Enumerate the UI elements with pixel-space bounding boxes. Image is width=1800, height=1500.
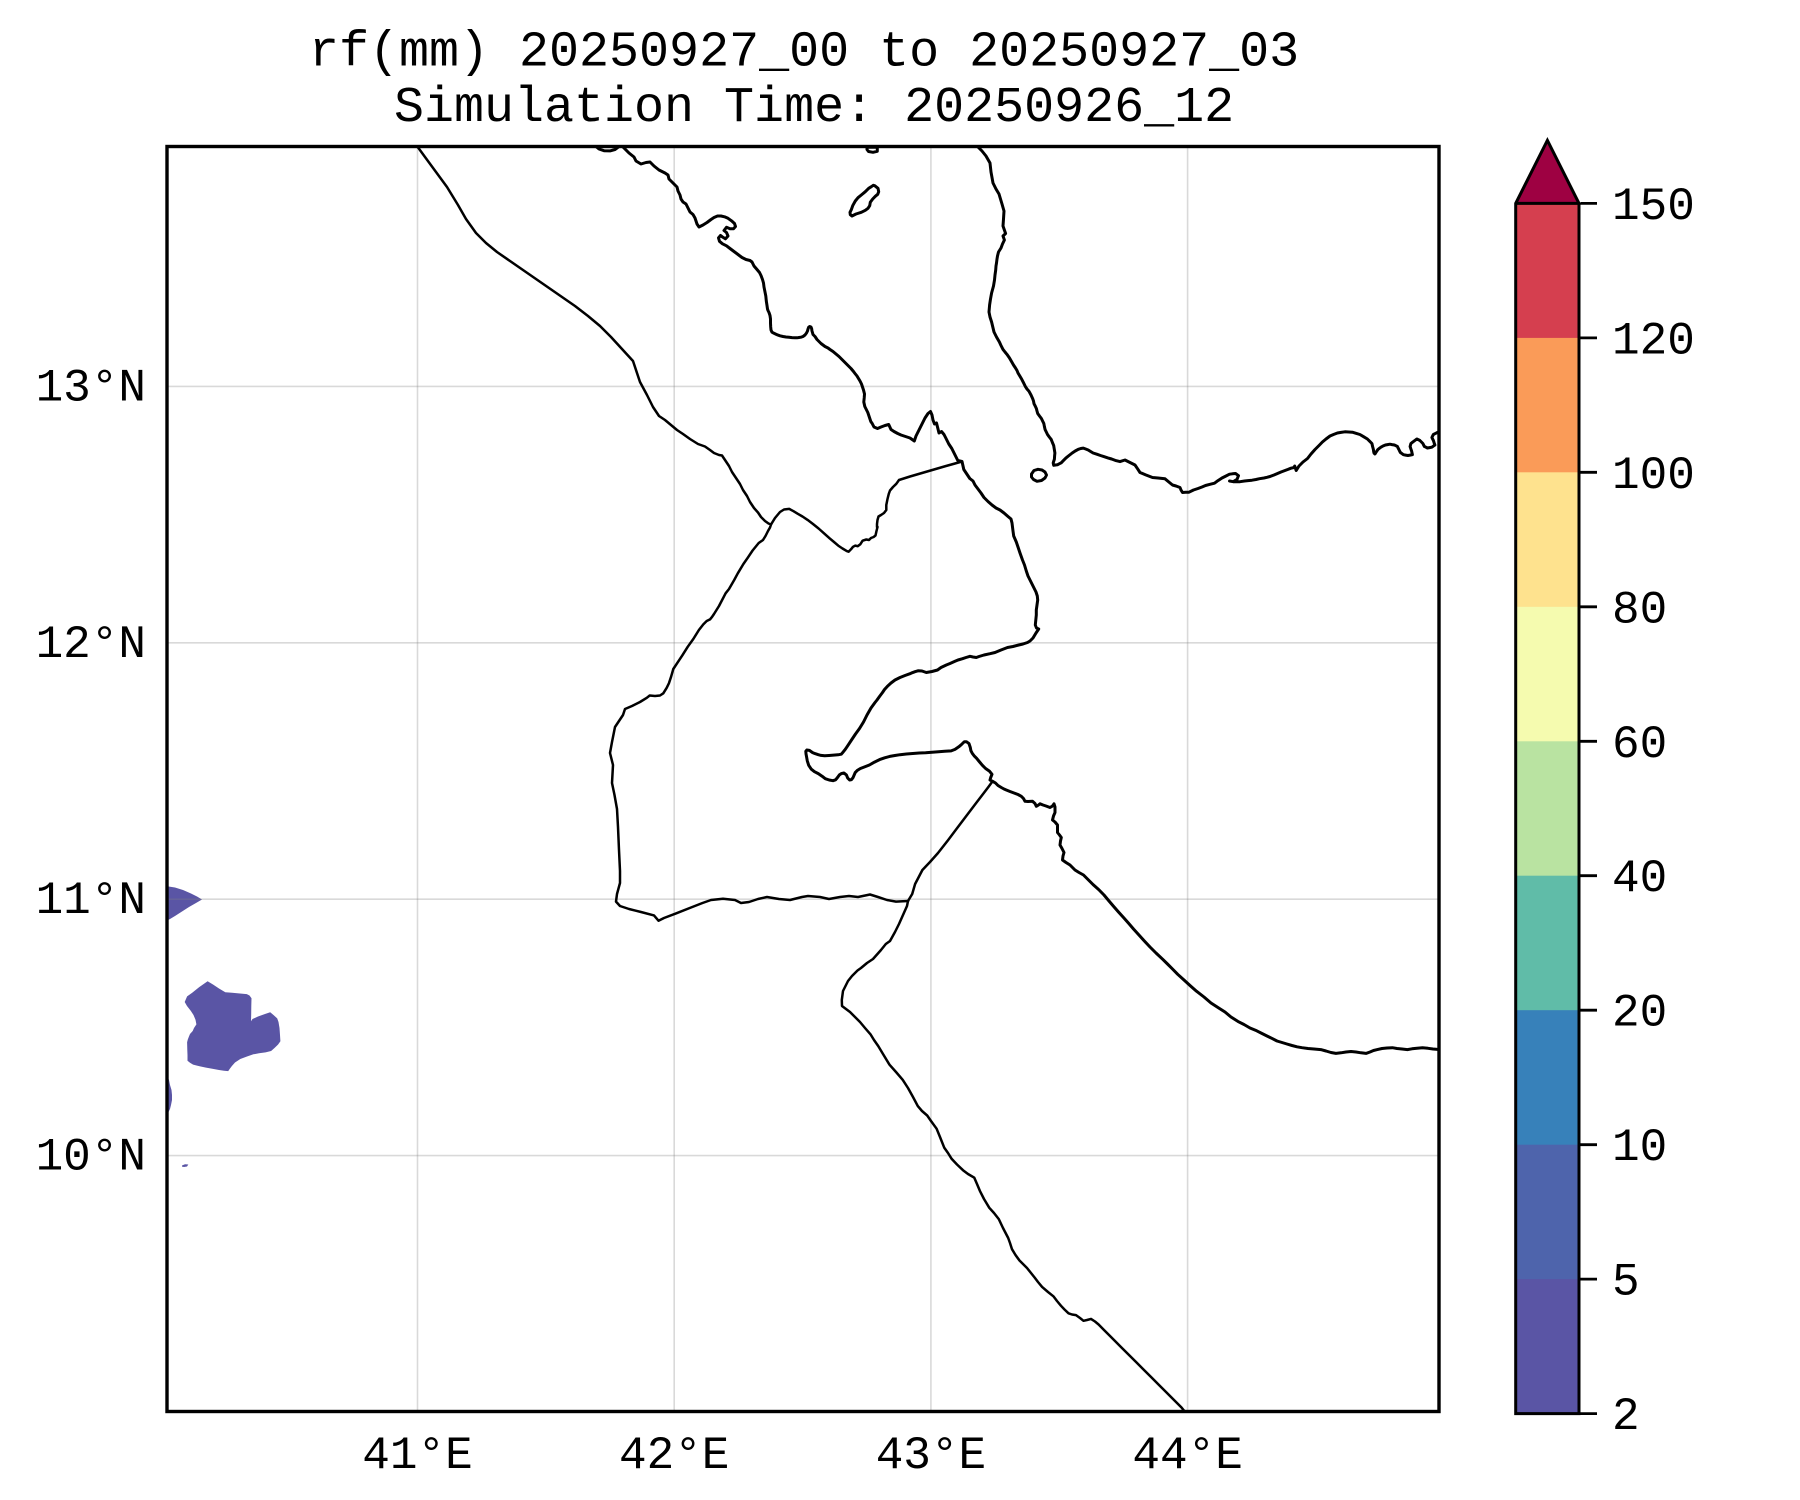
svg-text:10: 10 [1612, 1122, 1667, 1174]
svg-text:rf(mm) 20250927_00 to 20250927: rf(mm) 20250927_00 to 20250927_03 [309, 25, 1299, 82]
svg-text:43°E: 43°E [876, 1430, 986, 1482]
svg-text:12°N: 12°N [36, 619, 146, 671]
svg-text:41°E: 41°E [362, 1430, 472, 1482]
svg-text:40: 40 [1612, 853, 1667, 905]
svg-text:11°N: 11°N [36, 875, 146, 927]
svg-text:100: 100 [1612, 450, 1695, 502]
svg-text:42°E: 42°E [619, 1430, 729, 1482]
svg-text:44°E: 44°E [1132, 1430, 1242, 1482]
svg-text:10°N: 10°N [36, 1132, 146, 1184]
svg-text:60: 60 [1612, 719, 1667, 771]
svg-text:5: 5 [1612, 1257, 1640, 1309]
svg-text:80: 80 [1612, 584, 1667, 636]
svg-text:120: 120 [1612, 315, 1695, 367]
svg-text:Simulation Time: 20250926_12: Simulation Time: 20250926_12 [394, 80, 1234, 137]
svg-text:13°N: 13°N [36, 362, 146, 414]
svg-text:2: 2 [1612, 1391, 1640, 1443]
svg-text:150: 150 [1612, 181, 1695, 233]
svg-text:20: 20 [1612, 988, 1667, 1040]
